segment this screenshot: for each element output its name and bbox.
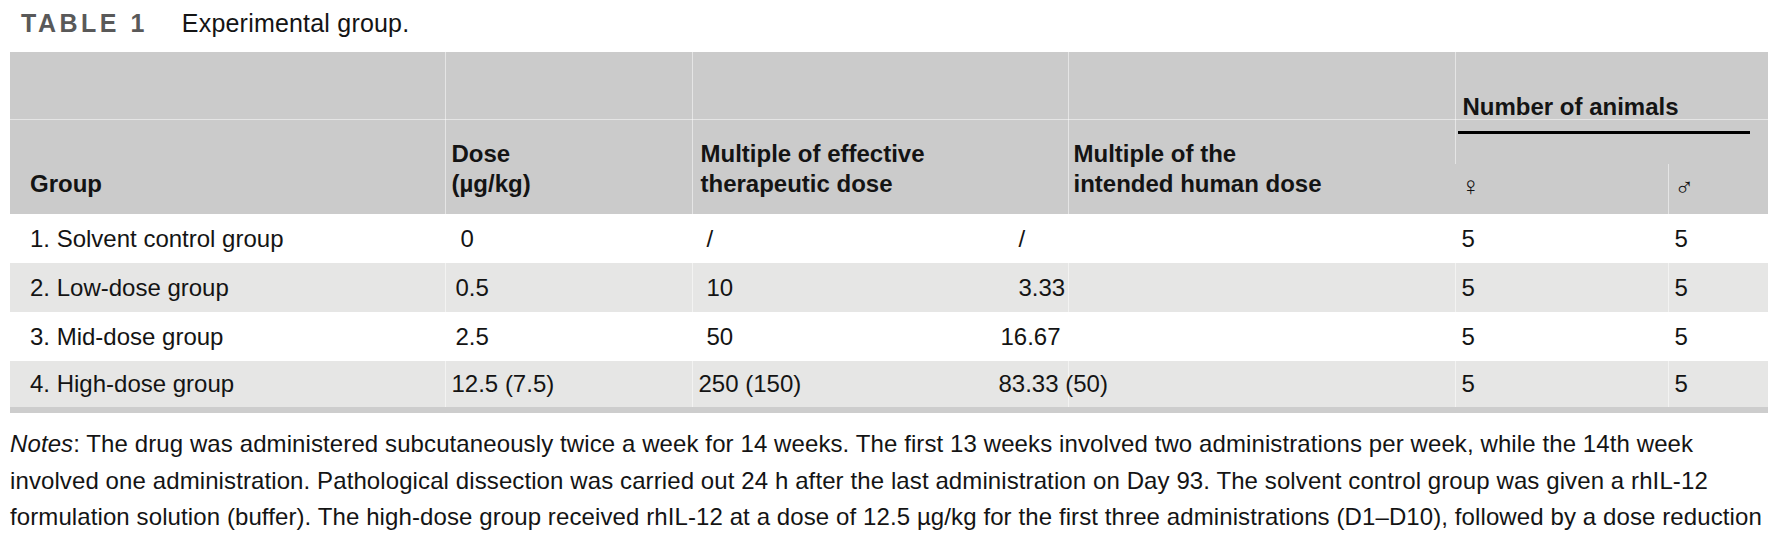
male-icon: ♂: [1675, 171, 1695, 201]
cell-group: 4. High-dose group: [10, 361, 445, 410]
table-notes: Notes: The drug was administered subcuta…: [10, 426, 1770, 536]
table-caption: TABLE 1 Experimental group.: [21, 9, 1780, 38]
cell-female-count: 5: [1455, 263, 1668, 312]
col-header-number-of-animals: Number of animals: [1455, 52, 1768, 164]
cell-male-count: 5: [1668, 214, 1768, 263]
table-body: 1. Solvent control group 0 / / 5 5 2. Lo…: [10, 214, 1768, 410]
cell-male-count: 5: [1668, 361, 1768, 410]
cell-group: 3. Mid-dose group: [10, 312, 445, 361]
table-header: Group Dose (µg/kg) Multiple of effective…: [10, 52, 1768, 214]
table-number-label: TABLE 1: [21, 9, 148, 37]
cell-group: 1. Solvent control group: [10, 214, 445, 263]
notes-text: : The drug was administered subcutaneous…: [10, 430, 1762, 536]
notes-label: Notes: [10, 430, 73, 457]
col-header-group: Group: [10, 52, 445, 214]
cell-multiple-human: 16.67: [1068, 312, 1455, 361]
cell-male-count: 5: [1668, 312, 1768, 361]
cell-male-count: 5: [1668, 263, 1768, 312]
cell-female-count: 5: [1455, 312, 1668, 361]
cell-female-count: 5: [1455, 361, 1668, 410]
cell-dose: 2.5: [445, 312, 692, 361]
cell-female-count: 5: [1455, 214, 1668, 263]
col-header-multiple-effective: Multiple of effective therapeutic dose: [692, 52, 1068, 214]
col-header-dose: Dose (µg/kg): [445, 52, 692, 214]
col-header-male: ♂: [1668, 164, 1768, 214]
experimental-group-table-wrap: Group Dose (µg/kg) Multiple of effective…: [10, 52, 1768, 413]
table-row-low-dose: 2. Low-dose group 0.5 10 3.33 5 5: [10, 263, 1768, 312]
cell-multiple-effective: /: [692, 214, 1068, 263]
header-row-group: Group Dose (µg/kg) Multiple of effective…: [10, 52, 1768, 164]
cell-multiple-human: 83.33 (50): [1068, 361, 1455, 410]
cell-dose: 0.5: [445, 263, 692, 312]
cell-dose: 0: [445, 214, 692, 263]
table-caption-text: Experimental group.: [182, 9, 410, 37]
cell-multiple-effective: 10: [692, 263, 1068, 312]
cell-multiple-human: 3.33: [1068, 263, 1455, 312]
cell-group: 2. Low-dose group: [10, 263, 445, 312]
cell-dose: 12.5 (7.5): [445, 361, 692, 410]
experimental-group-table: Group Dose (µg/kg) Multiple of effective…: [10, 52, 1768, 413]
table-row-solvent-control: 1. Solvent control group 0 / / 5 5: [10, 214, 1768, 263]
table-row-mid-dose: 3. Mid-dose group 2.5 50 16.67 5 5: [10, 312, 1768, 361]
col-header-female: ♀: [1455, 164, 1668, 214]
female-icon: ♀: [1461, 171, 1481, 201]
col-header-multiple-human: Multiple of the intended human dose: [1068, 52, 1455, 214]
cell-multiple-human: /: [1068, 214, 1455, 263]
number-of-animals-label: Number of animals: [1458, 92, 1751, 134]
table-row-high-dose: 4. High-dose group 12.5 (7.5) 250 (150) …: [10, 361, 1768, 410]
